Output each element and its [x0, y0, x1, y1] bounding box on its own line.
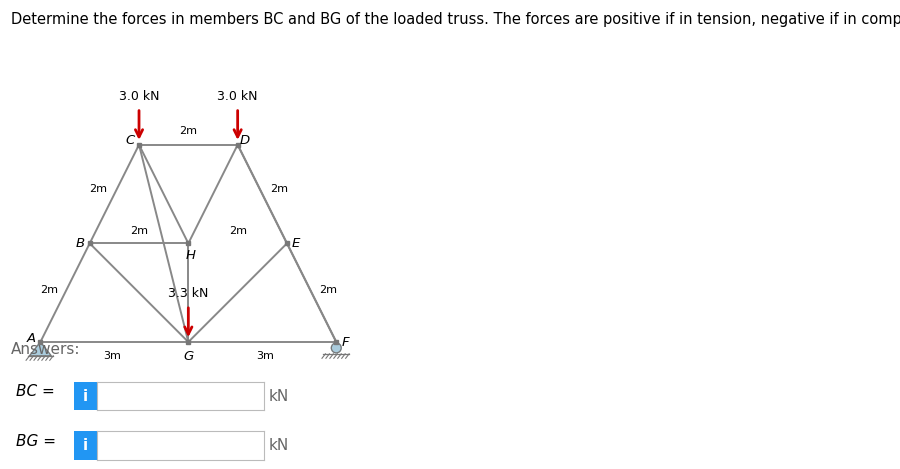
- Circle shape: [331, 343, 341, 353]
- Text: Answers:: Answers:: [11, 342, 80, 357]
- Text: F: F: [341, 335, 349, 348]
- Text: 2m: 2m: [179, 126, 197, 136]
- Text: G: G: [184, 350, 194, 363]
- Text: 2m: 2m: [130, 226, 148, 236]
- Polygon shape: [30, 342, 51, 356]
- Text: E: E: [292, 237, 300, 250]
- Text: 3.0 kN: 3.0 kN: [119, 90, 159, 103]
- Text: 2m: 2m: [89, 184, 107, 194]
- Text: 3m: 3m: [103, 351, 121, 361]
- Text: kN: kN: [268, 438, 288, 453]
- Text: i: i: [83, 389, 88, 404]
- Text: C: C: [125, 134, 135, 147]
- Text: B: B: [76, 237, 85, 250]
- Text: Determine the forces in members BC and BG of the loaded truss. The forces are po: Determine the forces in members BC and B…: [11, 12, 900, 27]
- Text: kN: kN: [268, 389, 288, 404]
- Text: 3.3 kN: 3.3 kN: [168, 287, 209, 300]
- Text: D: D: [240, 134, 250, 147]
- Text: 3m: 3m: [256, 351, 274, 361]
- Text: i: i: [83, 438, 88, 453]
- Text: 2m: 2m: [40, 285, 58, 295]
- Text: 2m: 2m: [270, 184, 288, 194]
- Text: 3.0 kN: 3.0 kN: [218, 90, 258, 103]
- Text: BC =: BC =: [16, 384, 55, 399]
- Text: A: A: [27, 332, 36, 345]
- Text: H: H: [185, 249, 196, 262]
- Text: 2m: 2m: [319, 285, 337, 295]
- Text: BG =: BG =: [16, 434, 56, 449]
- Text: 2m: 2m: [229, 226, 247, 236]
